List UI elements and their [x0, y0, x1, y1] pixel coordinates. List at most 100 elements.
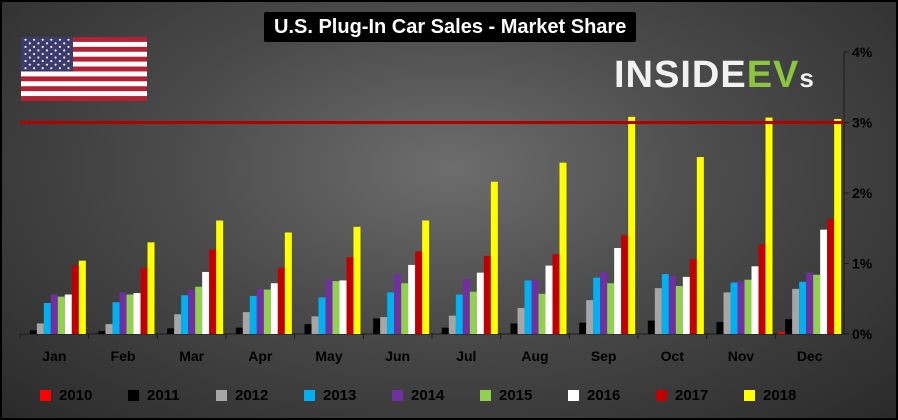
- legend-swatch: [128, 389, 139, 401]
- flag-star: [33, 52, 36, 56]
- flag-star: [50, 60, 53, 63]
- legend-swatch: [304, 389, 315, 401]
- flag-star: [41, 60, 44, 63]
- legend-label: 2014: [411, 386, 445, 404]
- flag-star: [50, 67, 53, 70]
- flag-stripe: [21, 71, 147, 77]
- flag-star: [41, 52, 44, 56]
- legend-item-2013: 2013: [304, 380, 356, 410]
- flag-star: [24, 52, 27, 56]
- bar-2016-Nov: [751, 266, 759, 334]
- bar-2016-Oct: [682, 276, 690, 334]
- bar-2018-Feb: [147, 242, 155, 334]
- bar-2015-Sep: [607, 283, 615, 334]
- bar-2016-May: [339, 280, 347, 334]
- bar-2014-Nov: [737, 281, 745, 334]
- flag-star: [58, 45, 61, 48]
- flag-star: [45, 63, 49, 66]
- bar-2011-Sep: [579, 322, 587, 334]
- x-tick-label: May: [315, 348, 342, 364]
- bar-2012-Jan: [36, 323, 44, 334]
- y-tick-label: 2%: [852, 185, 873, 201]
- flag-star: [50, 38, 53, 41]
- bar-2017-Aug: [552, 254, 560, 334]
- legend-label: 2010: [59, 386, 93, 404]
- chart-legend: 2010 2011 2012 2013 2014 2015 2016 2017 2018: [2, 380, 898, 410]
- flag-star: [28, 42, 31, 45]
- bar-2016-Mar: [202, 271, 210, 334]
- legend-item-2017: 2017: [656, 380, 708, 410]
- bar-2018-Dec: [834, 118, 842, 334]
- bar-2016-Jul: [476, 272, 484, 334]
- legend-swatch: [656, 389, 667, 401]
- bar-2011-Dec: [785, 319, 793, 334]
- legend-swatch: [568, 389, 579, 401]
- bar-2015-Mar: [195, 286, 203, 334]
- flag-star: [67, 45, 70, 48]
- flag-star: [63, 49, 66, 52]
- bar-2012-Jul: [448, 315, 456, 334]
- bar-2017-Dec: [827, 219, 835, 334]
- bar-2011-Apr: [235, 327, 243, 334]
- flag-star: [41, 45, 44, 48]
- legend-item-2016: 2016: [568, 380, 620, 410]
- bar-2013-Apr: [249, 295, 257, 334]
- flag-star: [63, 56, 66, 59]
- x-tick-label: Jun: [385, 348, 410, 364]
- flag-star: [24, 45, 27, 48]
- flag-star: [58, 67, 61, 70]
- bar-2018-Mar: [216, 220, 224, 334]
- legend-item-2012: 2012: [216, 380, 268, 410]
- bar-2012-Aug: [517, 307, 525, 334]
- y-tick-label: 1%: [852, 256, 873, 272]
- bar-2014-Apr: [256, 288, 264, 334]
- bar-2018-May: [353, 226, 361, 334]
- bar-2012-Dec: [792, 288, 800, 334]
- flag-stripe: [21, 61, 147, 67]
- x-tick-label: Aug: [521, 348, 548, 364]
- bar-2012-Feb: [105, 324, 113, 334]
- flag-stripe: [21, 91, 147, 97]
- flag-star: [28, 56, 31, 59]
- flag-stripe: [21, 81, 147, 87]
- bar-2017-Sep: [621, 235, 629, 334]
- x-tick-label: Jan: [42, 348, 66, 364]
- bar-2011-Feb: [98, 331, 106, 334]
- legend-item-2011: 2011: [128, 380, 180, 410]
- bar-2011-Mar: [167, 328, 175, 334]
- flag-stripe: [21, 46, 147, 53]
- x-tick-label: Jul: [456, 348, 476, 364]
- bar-2011-Jun: [373, 318, 381, 334]
- flag-stripe: [21, 56, 147, 62]
- bar-2011-Jul: [441, 327, 449, 334]
- bar-2016-Feb: [133, 293, 141, 334]
- bar-2017-Feb: [140, 267, 148, 334]
- bar-2013-Jun: [387, 292, 395, 334]
- bar-2010-Dec: [778, 331, 786, 334]
- bar-2012-Jun: [380, 317, 388, 334]
- bar-2015-Dec: [813, 274, 821, 334]
- x-tick-label: Apr: [248, 348, 273, 364]
- bar-2017-May: [346, 257, 354, 334]
- flag-star: [54, 42, 57, 45]
- legend-item-2015: 2015: [480, 380, 532, 410]
- bar-2017-Apr: [277, 267, 285, 334]
- flag-star: [54, 56, 57, 59]
- us-flag-icon: [21, 37, 147, 101]
- bar-2013-Feb: [112, 302, 120, 334]
- bar-2013-Jan: [43, 302, 51, 334]
- bar-2014-Dec: [806, 272, 814, 334]
- bar-2018-Nov: [765, 117, 773, 334]
- flag-star: [45, 42, 49, 45]
- bar-2016-Jun: [408, 264, 416, 334]
- bar-2016-Aug: [545, 265, 553, 334]
- bar-2017-Nov: [758, 244, 766, 334]
- flag-star: [24, 60, 27, 63]
- bar-2015-Oct: [675, 286, 683, 334]
- legend-label: 2017: [675, 386, 709, 404]
- bar-2013-Oct: [661, 274, 669, 334]
- bar-2011-Aug: [510, 323, 518, 334]
- legend-label: 2015: [499, 386, 533, 404]
- flag-star: [37, 56, 40, 59]
